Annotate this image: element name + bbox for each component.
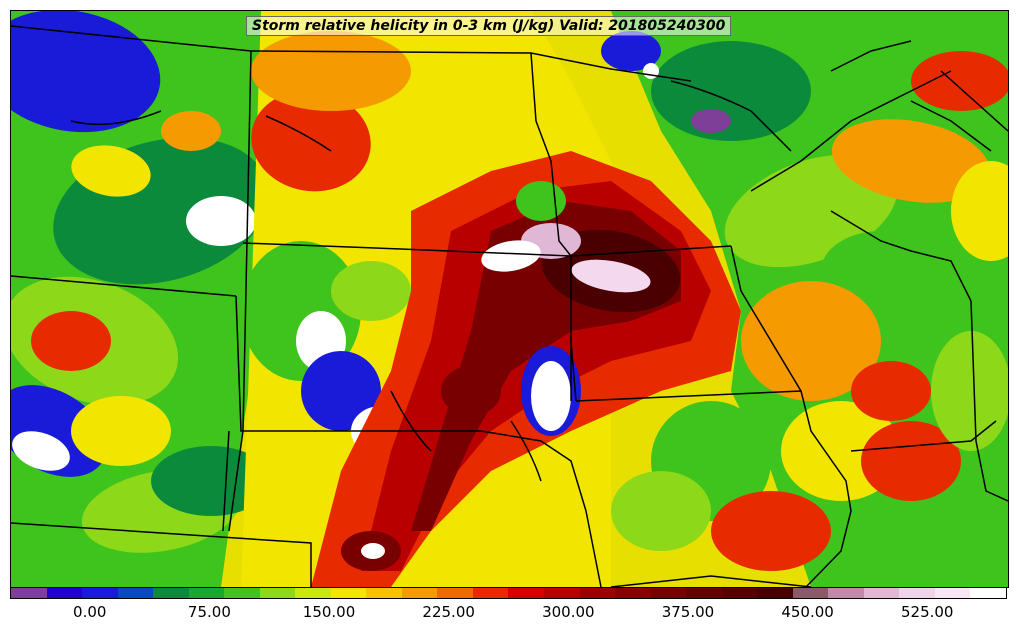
colorbar (10, 587, 1007, 599)
helicity-contour (251, 90, 371, 192)
helicity-contour (71, 396, 171, 466)
helicity-contour (251, 31, 411, 111)
helicity-contour (481, 240, 541, 272)
helicity-contour (861, 421, 961, 501)
colorbar-segment (82, 588, 118, 598)
helicity-field-layer (11, 11, 1008, 587)
colorbar-segment (863, 588, 900, 598)
colorbar-segment (366, 588, 402, 598)
helicity-contour (531, 361, 571, 431)
colorbar-segment (437, 588, 473, 598)
colorbar-segment (934, 588, 971, 598)
colorbar-segment (650, 588, 687, 598)
colorbar-segment (970, 588, 1006, 598)
colorbar-segment (899, 588, 935, 598)
colorbar-tick-label: 300.00 (542, 603, 595, 621)
helicity-contour (931, 331, 1008, 451)
helicity-contour (441, 366, 501, 416)
colorbar-segment (11, 588, 47, 598)
colorbar-segment (330, 588, 367, 598)
colorbar-tick-label: 150.00 (302, 603, 356, 621)
helicity-contour (643, 63, 659, 79)
colorbar-ticks: 0.00 75.00 150.00 225.00 300.00 375.00 450.00 5… (10, 599, 1007, 629)
helicity-contour (11, 11, 161, 133)
colorbar-segment (224, 588, 260, 598)
colorbar-tick-label: 450.00 (781, 603, 834, 621)
colorbar-segment (295, 588, 331, 598)
map-panel (10, 10, 1009, 588)
helicity-contour (516, 181, 566, 221)
colorbar-tick-label: 75.00 (187, 603, 231, 621)
colorbar-tick-label: 0.00 (73, 603, 107, 621)
colorbar-segment (721, 588, 758, 598)
helicity-contour (611, 471, 711, 551)
helicity-contour (741, 281, 881, 401)
colorbar-segment (401, 588, 438, 598)
helicity-contour (711, 491, 831, 571)
colorbar-segment (686, 588, 722, 598)
helicity-contour (31, 311, 111, 371)
colorbar-segment (757, 588, 793, 598)
colorbar-segment (543, 588, 580, 598)
helicity-contour (911, 51, 1008, 111)
colorbar-tick-label: 225.00 (422, 603, 475, 621)
helicity-contour (361, 543, 385, 559)
helicity-contour (851, 361, 931, 421)
colorbar-segment (153, 588, 189, 598)
colorbar-segment (828, 588, 864, 598)
colorbar-segment (46, 588, 83, 598)
helicity-contour (601, 31, 661, 71)
helicity-contour (691, 109, 731, 133)
helicity-contour (301, 351, 381, 431)
helicity-contour (186, 196, 256, 246)
colorbar-segment (117, 588, 154, 598)
colorbar-segment (792, 588, 829, 598)
state-boundaries (11, 25, 1008, 587)
helicity-contour (12, 431, 70, 471)
colorbar-tick-label: 525.00 (900, 603, 954, 621)
colorbar-segment (579, 588, 616, 598)
colorbar-segment (472, 588, 509, 598)
helicity-contour (571, 259, 651, 293)
map-title: Storm relative helicity in 0-3 km (J/kg)… (246, 16, 732, 36)
helicity-contour (651, 41, 811, 141)
helicity-contour (161, 111, 221, 151)
helicity-contour (71, 145, 151, 197)
helicity-contour (951, 161, 1008, 261)
helicity-contour (151, 446, 271, 516)
helicity-contour (831, 119, 991, 203)
helicity-map (11, 11, 1008, 587)
colorbar-segment (508, 588, 544, 598)
colorbar-segment (188, 588, 225, 598)
colorbar-tick-label: 375.00 (661, 603, 715, 621)
colorbar-segment (259, 588, 296, 598)
helicity-contour (331, 261, 411, 321)
colorbar-segment (615, 588, 651, 598)
